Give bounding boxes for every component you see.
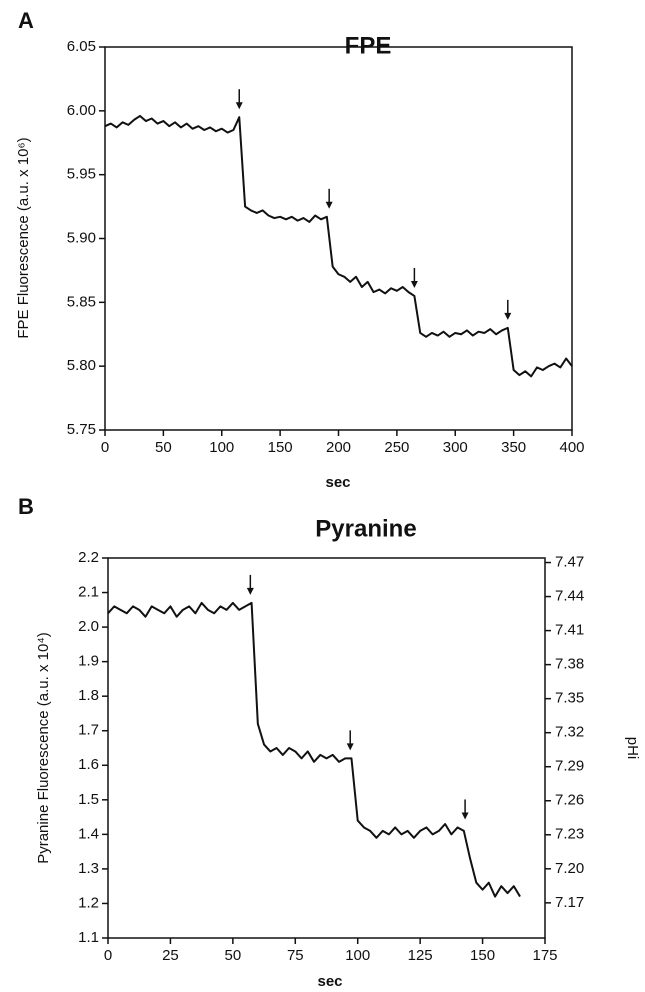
- y2-tick-label: 7.29: [555, 758, 584, 775]
- x-tick-label: 75: [287, 947, 304, 964]
- y2-axis-label: pHi: [624, 737, 641, 760]
- x-tick-label: 0: [104, 947, 112, 964]
- y-tick-label: 1.5: [78, 791, 99, 808]
- y-tick-label: 5.80: [67, 357, 96, 374]
- x-tick-label: 50: [155, 439, 172, 456]
- y-tick-label: 1.4: [78, 825, 99, 842]
- y2-tick-label: 7.44: [555, 588, 584, 605]
- y-tick-label: 1.9: [78, 653, 99, 670]
- y-tick-label: 1.6: [78, 756, 99, 773]
- x-tick-label: 400: [559, 439, 584, 456]
- y2-tick-label: 7.17: [555, 894, 584, 911]
- arrow-head: [325, 201, 333, 209]
- data-line: [104, 114, 573, 378]
- y2-tick-label: 7.23: [555, 826, 584, 843]
- y-tick-label: 5.95: [67, 166, 96, 183]
- y-axis-label: FPE Fluorescence (a.u. x 10⁶): [15, 137, 32, 338]
- y-tick-label: 5.85: [67, 293, 96, 310]
- x-tick-label: 0: [101, 439, 109, 456]
- arrow-head: [246, 587, 254, 595]
- panel-label: A: [18, 8, 34, 33]
- y2-tick-label: 7.41: [555, 622, 584, 639]
- y2-tick-label: 7.35: [555, 690, 584, 707]
- x-axis-label: sec: [317, 973, 342, 990]
- plot-frame: [104, 46, 573, 431]
- x-tick-label: 25: [162, 947, 179, 964]
- plot-frame: [107, 557, 546, 939]
- y-tick-label: 5.90: [67, 229, 96, 246]
- x-tick-label: 350: [501, 439, 526, 456]
- x-tick-label: 250: [384, 439, 409, 456]
- y-tick-label: 2.2: [78, 549, 99, 566]
- y-tick-label: 1.1: [78, 929, 99, 946]
- y-tick-label: 1.3: [78, 860, 99, 877]
- x-tick-label: 175: [532, 947, 557, 964]
- y2-tick-label: 7.26: [555, 792, 584, 809]
- chart-title: FPE: [345, 32, 392, 59]
- x-tick-label: 100: [209, 439, 234, 456]
- y-axis-label: Pyranine Fluorescence (a.u. x 10⁴): [35, 632, 52, 864]
- y2-tick-label: 7.32: [555, 724, 584, 741]
- arrow-head: [410, 280, 418, 288]
- y-tick-label: 2.0: [78, 618, 99, 635]
- y-tick-label: 6.00: [67, 102, 96, 119]
- x-tick-label: 300: [443, 439, 468, 456]
- x-tick-label: 200: [326, 439, 351, 456]
- x-tick-label: 125: [408, 947, 433, 964]
- y2-tick-label: 7.38: [555, 656, 584, 673]
- chart-title: Pyranine: [315, 515, 416, 542]
- y2-tick-label: 7.20: [555, 860, 584, 877]
- x-tick-label: 100: [345, 947, 370, 964]
- arrow-head: [235, 102, 243, 110]
- y-tick-label: 6.05: [67, 38, 96, 55]
- arrow-head: [504, 312, 512, 320]
- panel-label: B: [18, 494, 34, 519]
- y2-tick-label: 7.47: [555, 554, 584, 571]
- y-tick-label: 1.7: [78, 722, 99, 739]
- y-tick-label: 1.2: [78, 894, 99, 911]
- x-tick-label: 150: [470, 947, 495, 964]
- x-axis-label: sec: [325, 474, 350, 491]
- arrow-head: [461, 812, 469, 820]
- y-tick-label: 1.8: [78, 687, 99, 704]
- y-tick-label: 2.1: [78, 584, 99, 601]
- x-tick-label: 150: [268, 439, 293, 456]
- arrow-head: [346, 743, 354, 751]
- x-tick-label: 50: [225, 947, 242, 964]
- data-line: [107, 601, 521, 898]
- y-tick-label: 5.75: [67, 421, 96, 438]
